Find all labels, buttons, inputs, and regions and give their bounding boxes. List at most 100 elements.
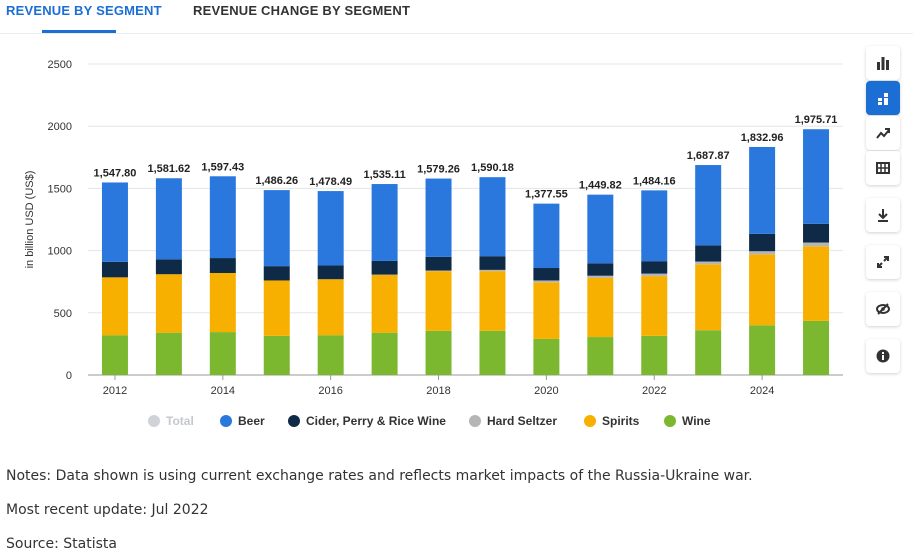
y-tick-label: 2500 bbox=[48, 59, 72, 71]
x-tick-label: 2018 bbox=[426, 385, 450, 397]
bar-segment-spirits bbox=[749, 254, 776, 326]
fullscreen-icon bbox=[877, 256, 889, 268]
bar-segment-beer bbox=[317, 191, 344, 266]
bar-segment-hard-seltzer bbox=[695, 261, 722, 265]
total-data-label: 1,484.16 bbox=[633, 175, 676, 187]
y-tick-label: 500 bbox=[54, 308, 72, 320]
bar-segment-beer bbox=[371, 184, 398, 261]
legend-dot bbox=[584, 415, 596, 427]
bar-segment-cider-perry-rice-wine bbox=[749, 233, 776, 252]
legend-dot bbox=[220, 415, 232, 427]
bar-segment-cider-perry-rice-wine bbox=[101, 261, 128, 278]
bar-segment-spirits bbox=[371, 274, 398, 333]
x-tick-label: 2020 bbox=[534, 385, 558, 397]
trend-button[interactable] bbox=[866, 116, 900, 150]
bar-segment-spirits bbox=[587, 277, 614, 338]
bar-segment-beer bbox=[533, 203, 560, 269]
tab-revenue-change-by-segment[interactable]: REVENUE CHANGE BY SEGMENT bbox=[193, 3, 411, 18]
x-tick-label: 2022 bbox=[642, 385, 666, 397]
legend-item-cider[interactable]: Cider, Perry & Rice Wine bbox=[288, 414, 446, 428]
bar-segment-wine bbox=[803, 320, 830, 375]
total-data-label: 1,579.26 bbox=[417, 164, 460, 176]
total-data-label: 1,535.11 bbox=[363, 169, 405, 181]
legend-item-wine[interactable]: Wine bbox=[664, 414, 711, 428]
revenue-stacked-bar-chart: 0 500 1000 1500 2000 2500 in billion USD (US$)… bbox=[24, 59, 843, 397]
tab-revenue-by-segment[interactable]: REVENUE BY SEGMENT bbox=[6, 3, 162, 18]
total-data-label: 1,597.43 bbox=[201, 161, 244, 173]
total-data-label: 1,975.71 bbox=[795, 114, 838, 126]
total-data-label: 1,377.55 bbox=[525, 189, 568, 201]
bar-segment-wine bbox=[533, 338, 560, 375]
bar-chart-button[interactable] bbox=[866, 46, 900, 80]
legend-dot bbox=[148, 415, 160, 427]
tab-bar: REVENUE BY SEGMENT REVENUE CHANGE BY SEG… bbox=[0, 0, 913, 34]
fullscreen-button[interactable] bbox=[866, 245, 900, 279]
bar-segment-spirits bbox=[641, 276, 668, 336]
hide-icon bbox=[876, 303, 890, 315]
legend-item-total[interactable]: Total bbox=[148, 414, 194, 428]
bar-segment-beer bbox=[101, 182, 128, 262]
info-button[interactable] bbox=[866, 339, 900, 373]
bar-segment-spirits bbox=[101, 277, 128, 336]
bar-segment-cider-perry-rice-wine bbox=[155, 259, 182, 275]
bar-segment-spirits bbox=[479, 271, 506, 331]
bar-segment-hard-seltzer bbox=[749, 251, 776, 255]
total-data-label: 1,687.87 bbox=[687, 150, 730, 162]
bar-segment-hard-seltzer bbox=[425, 270, 452, 272]
legend-item-spirits[interactable]: Spirits bbox=[584, 414, 639, 428]
bar-segment-beer bbox=[749, 146, 776, 234]
source-note: Source: Statista bbox=[6, 536, 117, 552]
y-axis-label: in billion USD (US$) bbox=[24, 171, 36, 269]
total-data-label: 1,547.80 bbox=[94, 167, 137, 179]
legend-item-hard-seltzer[interactable]: Hard Seltzer bbox=[469, 414, 557, 428]
bar-segment-spirits bbox=[533, 282, 560, 339]
hide-button[interactable] bbox=[866, 292, 900, 326]
bar-segment-wine bbox=[641, 335, 668, 375]
total-data-label: 1,832.96 bbox=[741, 132, 784, 144]
bar-segment-wine bbox=[101, 335, 128, 375]
legend-dot bbox=[469, 415, 481, 427]
legend-item-beer[interactable]: Beer bbox=[220, 414, 265, 428]
legend-dot bbox=[664, 415, 676, 427]
bar-segment-wine bbox=[587, 337, 614, 375]
total-data-label: 1,581.62 bbox=[147, 163, 190, 175]
bar-segment-wine bbox=[209, 332, 236, 375]
y-tick-label: 1000 bbox=[48, 246, 72, 258]
bar-segment-cider-perry-rice-wine bbox=[317, 265, 344, 280]
last-update: Most recent update: Jul 2022 bbox=[6, 502, 209, 518]
table-icon bbox=[876, 162, 890, 174]
bar-segment-wine bbox=[695, 330, 722, 375]
bar-segment-beer bbox=[803, 129, 830, 224]
table-button[interactable] bbox=[866, 151, 900, 185]
bar-segment-cider-perry-rice-wine bbox=[371, 260, 398, 275]
bar-segment-wine bbox=[317, 335, 344, 375]
bar-segment-hard-seltzer bbox=[641, 273, 668, 277]
stacked-chart-button[interactable] bbox=[866, 81, 900, 115]
stacked-chart-icon bbox=[878, 93, 888, 105]
active-tab-indicator bbox=[42, 30, 116, 33]
y-tick-label: 2000 bbox=[48, 121, 72, 133]
bar-segment-beer bbox=[209, 176, 236, 259]
bar-segment-wine bbox=[749, 325, 776, 375]
download-button[interactable] bbox=[866, 198, 900, 232]
x-tick-label: 2014 bbox=[211, 385, 235, 397]
download-icon bbox=[878, 209, 888, 222]
bar-segment-hard-seltzer bbox=[587, 275, 614, 278]
bar-segment-hard-seltzer bbox=[479, 269, 506, 272]
total-data-label: 1,478.49 bbox=[309, 176, 352, 188]
bar-segment-beer bbox=[479, 177, 506, 257]
info-icon bbox=[876, 349, 890, 363]
bar-segment-wine bbox=[425, 330, 452, 375]
bar-segment-cider-perry-rice-wine bbox=[263, 266, 290, 281]
bar-segment-cider-perry-rice-wine bbox=[209, 258, 236, 273]
bar-segment-beer bbox=[641, 190, 668, 262]
bar-segment-beer bbox=[263, 190, 290, 267]
bar-segment-spirits bbox=[209, 272, 236, 333]
bar-segment-spirits bbox=[803, 246, 830, 321]
bar-segment-cider-perry-rice-wine bbox=[587, 263, 614, 276]
bar-segment-hard-seltzer bbox=[533, 280, 560, 283]
bar-segment-beer bbox=[587, 194, 614, 264]
bar-segment-cider-perry-rice-wine bbox=[533, 268, 560, 281]
trend-icon bbox=[876, 128, 890, 139]
bar-segment-beer bbox=[695, 165, 722, 246]
